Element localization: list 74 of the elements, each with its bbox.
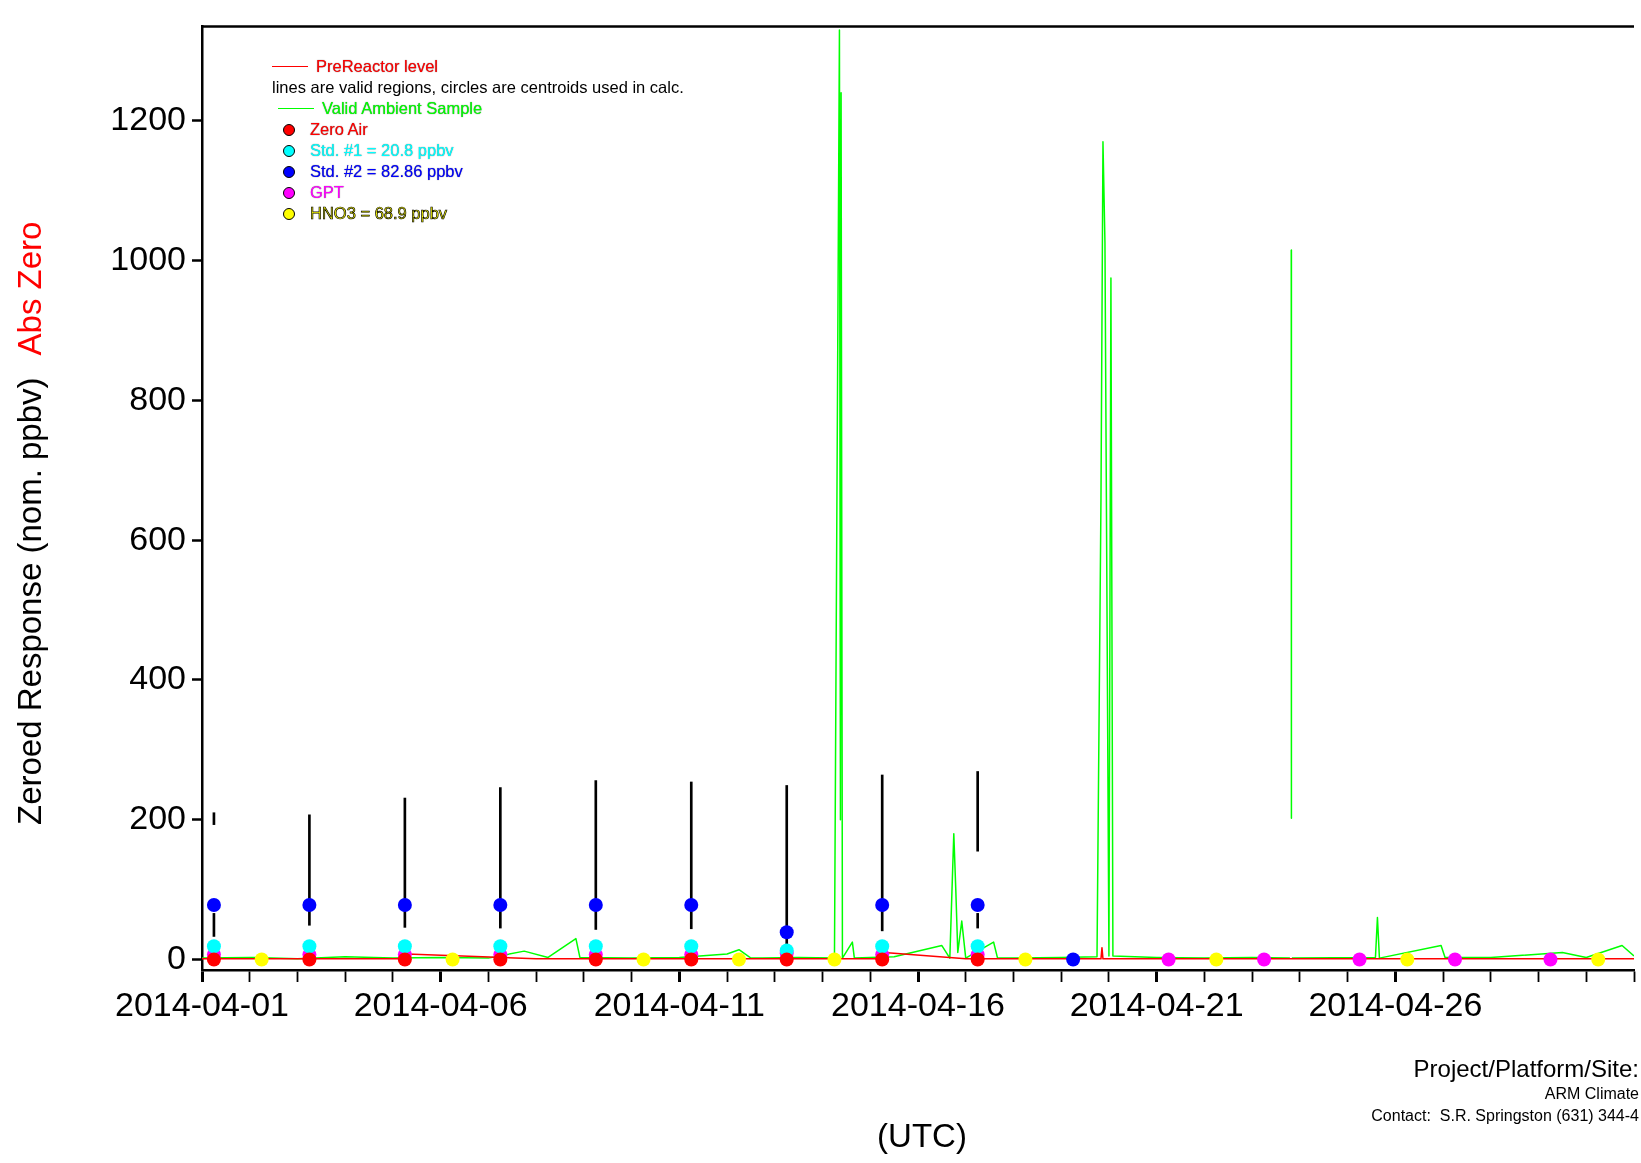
point	[206, 939, 221, 954]
point	[684, 898, 699, 912]
y-tick-label: 1200	[110, 99, 186, 138]
point	[1161, 952, 1176, 967]
point	[302, 952, 317, 967]
y-tick-label: 0	[167, 937, 186, 976]
point	[970, 952, 985, 967]
point	[1400, 952, 1415, 967]
x-axis-title: (UTC)	[877, 1117, 967, 1155]
point	[684, 939, 699, 954]
point	[302, 939, 317, 954]
bar	[976, 771, 979, 852]
legend-label: PreReactor level	[316, 56, 438, 77]
point	[970, 939, 985, 954]
x-tick-label: 2014-04-16	[831, 984, 1005, 1023]
text: ARM Climate	[1544, 1085, 1640, 1103]
point	[1543, 952, 1558, 967]
legend-label: Valid Ambient Sample	[322, 98, 483, 119]
bar	[976, 913, 979, 929]
point	[493, 952, 508, 967]
x-tick-label: 2014-04-01	[115, 984, 289, 1023]
point	[397, 939, 412, 954]
legend-title: lines are valid regions, circles are centroids used in calc.	[272, 77, 684, 98]
x-tick-label: 2014-04-26	[1308, 984, 1483, 1023]
legend-label: Std. #2 = 82.86 ppbv	[310, 161, 463, 182]
point	[1448, 952, 1462, 967]
point	[1066, 952, 1081, 967]
bar	[880, 774, 884, 932]
text: Contact: S.R. Springston (631) 344-4	[1371, 1107, 1640, 1125]
point	[970, 898, 985, 912]
y-tick-label: 1000	[110, 238, 186, 277]
legend-label: HNO3 = 68.9 ppbv	[310, 203, 448, 224]
point	[206, 952, 221, 967]
point	[779, 952, 794, 967]
point	[493, 939, 508, 954]
point	[254, 952, 269, 967]
point	[206, 898, 221, 912]
y-tick-label: 200	[129, 798, 186, 837]
point	[636, 952, 651, 967]
x-tick-label: 2014-04-06	[353, 984, 528, 1023]
point	[397, 952, 412, 967]
point	[732, 952, 746, 967]
point	[1257, 952, 1272, 967]
legend-label: Zero Air	[310, 119, 368, 140]
point	[779, 925, 794, 940]
text: Abs Zero	[11, 221, 49, 356]
point	[1209, 952, 1224, 967]
point	[302, 898, 317, 912]
point	[1352, 952, 1367, 967]
legend-label: GPT	[310, 182, 344, 203]
point	[588, 898, 603, 912]
point	[875, 952, 890, 967]
legend-label: Std. #1 = 20.8 ppbv	[310, 140, 454, 161]
y-tick-label: 400	[129, 658, 186, 697]
bar	[689, 781, 693, 930]
bar	[594, 780, 598, 930]
point	[827, 952, 842, 967]
point	[684, 952, 699, 967]
point	[875, 898, 890, 912]
y-tick-label: 800	[129, 378, 186, 417]
point	[1591, 952, 1606, 967]
point	[493, 898, 508, 912]
x-tick-label: 2014-04-11	[593, 984, 766, 1023]
point	[397, 898, 412, 912]
y-tick-label: 600	[129, 518, 186, 557]
bar	[499, 787, 502, 929]
point	[445, 952, 460, 967]
point	[1018, 952, 1033, 967]
point	[875, 939, 890, 954]
y-axis-title: Zeroed Response (nom. ppbv)	[11, 377, 49, 825]
point	[588, 952, 603, 967]
x-tick-label: 2014-04-21	[1069, 984, 1244, 1023]
text: Project/Platform/Site:	[1413, 1054, 1639, 1082]
point	[588, 939, 603, 954]
